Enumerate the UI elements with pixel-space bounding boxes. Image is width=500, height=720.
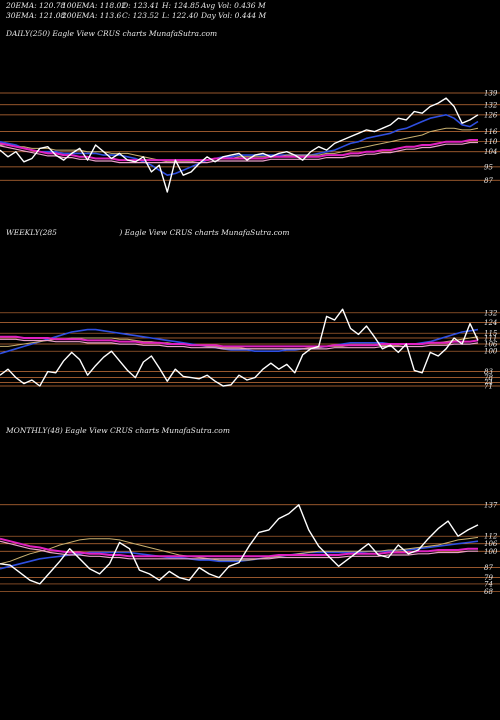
daily-level-label: 87 <box>484 177 493 185</box>
monthly-level-label: 74 <box>484 580 493 588</box>
weekly-level-label: 111 <box>484 335 497 343</box>
low-stat: L: 122.40 <box>162 11 199 20</box>
daily-level-label: 116 <box>484 128 498 136</box>
monthly-ema-khaki-line <box>0 536 479 565</box>
monthly-price-line <box>0 504 479 585</box>
ema20-stat: 20EMA: 120.78 <box>6 1 66 10</box>
ema30-stat: 30EMA: 121.08 <box>6 11 66 20</box>
day-volume-stat: Day Vol: 0.444 M <box>201 11 267 20</box>
monthly-level-label: 79 <box>484 574 493 582</box>
weekly-level-label: 124 <box>484 319 497 327</box>
monthly-panel-title: MONTHLY(48) Eagle View CRUS charts Munaf… <box>6 426 230 435</box>
monthly-ema-magenta-line <box>0 537 478 558</box>
weekly-level-label: 83 <box>484 368 493 376</box>
weekly-level-label: 71 <box>484 383 493 391</box>
weekly-ema-magenta-line <box>0 335 479 348</box>
weekly-level-label: 100 <box>484 348 498 356</box>
high-stat: H: 124.85 <box>162 1 200 10</box>
stats-header: 20EMA: 120.78 100EMA: 118.02 O: 123.41 H… <box>0 0 500 24</box>
avg-volume-stat: Avg Vol: 0.436 M <box>201 1 266 10</box>
weekly-panel-title: WEEKLY(285 ) Eagle View CRUS charts Muna… <box>6 228 289 237</box>
weekly-ema-khaki-line <box>0 336 479 350</box>
daily-panel-title: DAILY(250) Eagle View CRUS charts Munafa… <box>6 29 218 38</box>
daily-ema-blue-line <box>0 113 479 176</box>
weekly-level-label: 74 <box>484 379 493 387</box>
monthly-level-label: 68 <box>484 588 493 596</box>
daily-level-label: 110 <box>484 138 498 146</box>
daily-ema-khaki-line <box>0 127 479 163</box>
weekly-level-label: 132 <box>484 309 498 317</box>
weekly-ema-pink-line <box>0 338 479 350</box>
daily-level-label: 104 <box>484 148 497 156</box>
daily-chart: 139 132 126 116 110 104 95 87 <box>0 90 500 193</box>
monthly-ema-pink-line <box>0 540 478 560</box>
weekly-level-label: 106 <box>484 341 498 349</box>
daily-level-label: 126 <box>484 111 498 119</box>
ema100-stat: 100EMA: 118.02 <box>62 1 127 10</box>
monthly-level-label: 137 <box>484 501 498 509</box>
daily-price-line <box>0 97 479 193</box>
weekly-title-left: WEEKLY(285 <box>6 228 57 237</box>
ema200-stat: 200EMA: 113.6 <box>62 11 122 20</box>
weekly-level-label: 78 <box>484 374 493 382</box>
weekly-price-line <box>0 308 479 387</box>
daily-level-label: 132 <box>484 101 498 109</box>
daily-ema-pink-line <box>0 141 478 164</box>
daily-ema-magenta-line <box>0 139 478 162</box>
monthly-level-label: 87 <box>484 564 493 572</box>
close-stat: C: 123.52 <box>122 11 159 20</box>
monthly-level-label: 112 <box>484 533 498 541</box>
monthly-level-label: 100 <box>484 548 498 556</box>
daily-level-label: 95 <box>484 163 493 171</box>
daily-level-label: 139 <box>484 90 498 98</box>
weekly-title-right: ) Eagle View CRUS charts MunafaSutra.com <box>119 228 290 237</box>
weekly-level-label: 115 <box>484 330 498 338</box>
open-stat: O: 123.41 <box>122 1 160 10</box>
monthly-level-label: 106 <box>484 540 498 548</box>
